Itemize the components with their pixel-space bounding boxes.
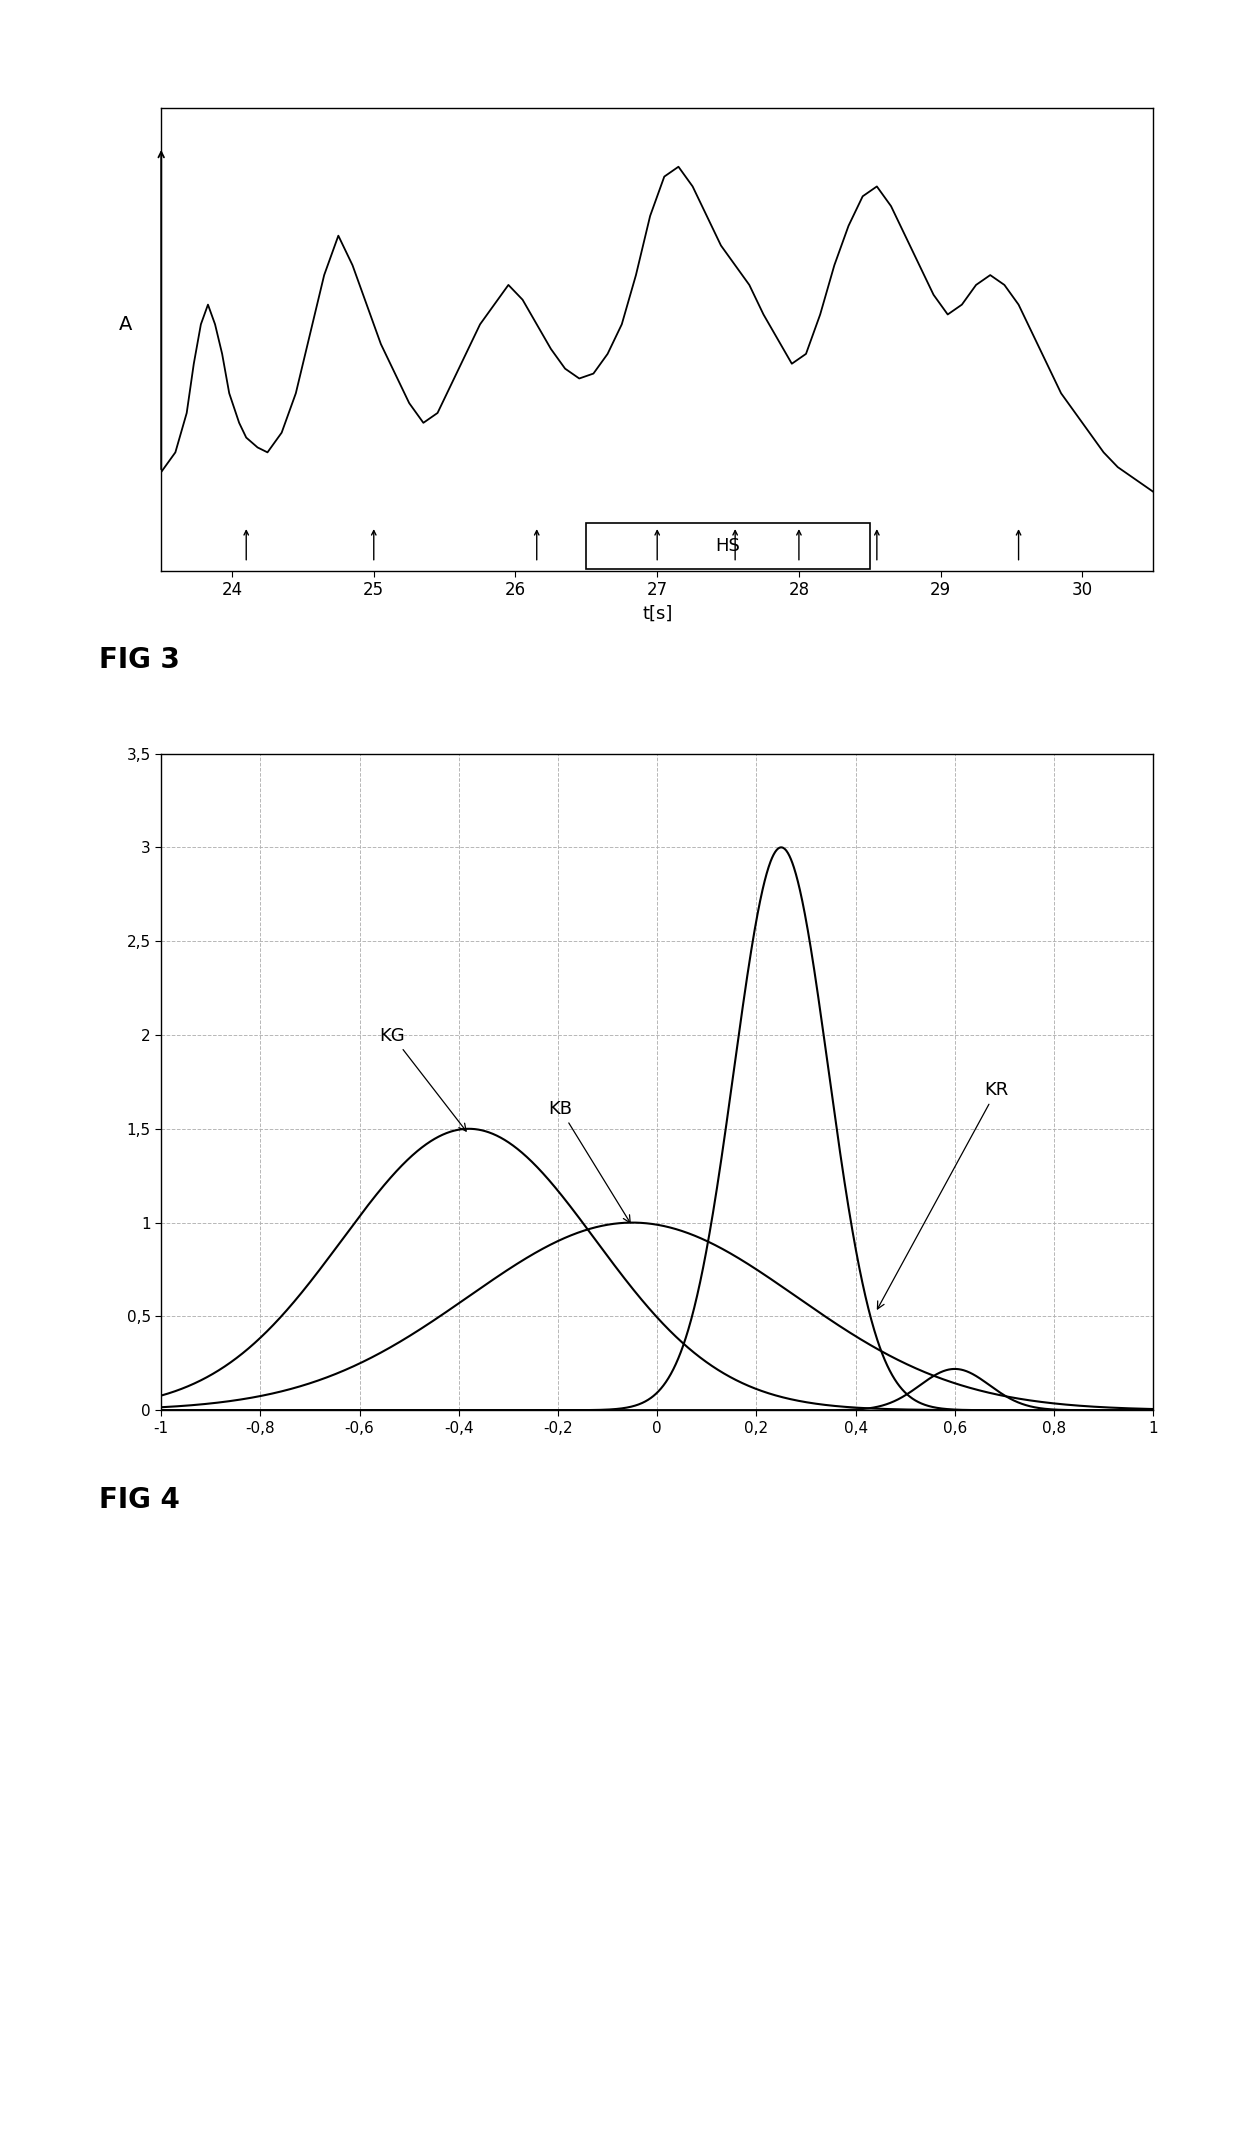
Text: KB: KB (548, 1100, 630, 1223)
Text: HS: HS (715, 536, 740, 555)
Text: A: A (119, 314, 133, 334)
X-axis label: t[s]: t[s] (642, 605, 672, 622)
Text: FIG 3: FIG 3 (99, 646, 180, 674)
Text: FIG 4: FIG 4 (99, 1486, 180, 1514)
Text: KR: KR (878, 1081, 1009, 1309)
Bar (587, 523, 869, 568)
Text: KG: KG (379, 1027, 466, 1130)
